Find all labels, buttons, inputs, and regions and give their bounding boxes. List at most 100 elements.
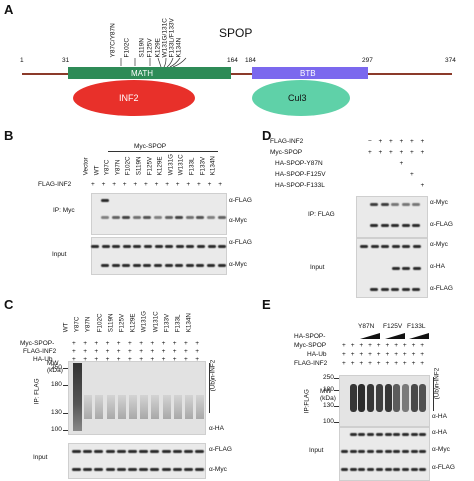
input-myc-band xyxy=(195,468,205,471)
position-184: 184 xyxy=(245,57,256,64)
input-myc-band xyxy=(83,468,93,471)
plus-sign: + xyxy=(389,149,393,156)
input-ha-band xyxy=(349,433,357,436)
c-ab-flag: α-FLAG xyxy=(209,446,232,453)
input-flag-band xyxy=(380,288,389,291)
plus-sign: + xyxy=(359,342,364,349)
plus-sign: + xyxy=(410,138,414,145)
ub-smear xyxy=(410,384,418,412)
ip-myc-band xyxy=(370,203,378,206)
ub-smear xyxy=(95,395,104,419)
input-ha-band xyxy=(410,433,418,436)
row-label: Myc-SPOP xyxy=(270,149,303,156)
plus-sign: + xyxy=(186,181,191,188)
protein-name: SPOP xyxy=(219,26,253,40)
b-ip-blot xyxy=(91,193,227,235)
input-myc-band xyxy=(381,245,389,248)
input-flag-band xyxy=(175,245,184,248)
lane-label: Y87C xyxy=(103,159,111,176)
ub-smear xyxy=(140,395,149,419)
e-ab-flag: α-FLAG xyxy=(432,464,455,471)
plus-sign-flag: + xyxy=(116,348,121,355)
flag-inf2-label: FLAG-INF2 xyxy=(38,181,72,188)
input-myc-band xyxy=(410,450,418,453)
mw-tick xyxy=(334,422,339,423)
plus-sign: + xyxy=(410,149,414,156)
c-input-label: Input xyxy=(33,454,48,461)
plus-sign: + xyxy=(350,351,355,358)
input-ha-band xyxy=(384,433,392,436)
plus-sign: + xyxy=(91,181,95,188)
plus-sign: + xyxy=(154,181,159,188)
d-input-label: Input xyxy=(310,264,325,271)
plus-sign-ub: + xyxy=(184,356,188,363)
plus-sign: + xyxy=(350,360,355,367)
mw-mark: 180 xyxy=(323,386,334,393)
lane-label: W131C xyxy=(152,311,160,333)
plus-sign-ub: + xyxy=(72,356,76,363)
ub-smear xyxy=(117,395,126,419)
input-ha-band xyxy=(391,267,400,270)
c-ip-label: IP: FLAG xyxy=(33,378,41,405)
row-label: HA-SPOP-Y87N xyxy=(275,160,323,167)
plus-sign-ub: + xyxy=(150,356,155,363)
position-297: 297 xyxy=(362,57,373,64)
mw-tick xyxy=(334,406,339,407)
e-ab-ha-2: α-HA xyxy=(432,429,447,436)
ub-smear xyxy=(173,395,182,419)
plus-sign: + xyxy=(399,160,404,167)
plus-sign: + xyxy=(368,342,372,349)
panel-b-letter: B xyxy=(4,128,14,143)
input-myc-band xyxy=(122,264,131,267)
plus-sign-myc: + xyxy=(105,340,110,347)
plus-sign: + xyxy=(112,181,116,188)
input-myc-band xyxy=(367,450,375,453)
input-flag-band xyxy=(393,468,401,471)
ub-smear xyxy=(162,395,171,419)
input-myc-band xyxy=(164,264,173,267)
d-ab-ha: α-HA xyxy=(430,263,445,270)
input-flag-band xyxy=(122,245,131,248)
ip-myc-band xyxy=(207,216,215,219)
plus-sign: + xyxy=(207,181,212,188)
btb-domain xyxy=(252,67,368,79)
ip-myc-band xyxy=(132,216,141,219)
plus-sign: + xyxy=(342,360,346,367)
mutant-group-label: Y87N xyxy=(358,323,375,330)
input-myc-band xyxy=(143,264,152,267)
plus-sign: + xyxy=(197,181,201,188)
plus-sign: + xyxy=(368,351,372,358)
ip-myc-band xyxy=(143,216,152,219)
input-flag-band xyxy=(161,450,171,453)
row-label: HA-SPOP- xyxy=(294,333,326,340)
ip-myc-band xyxy=(380,203,389,206)
row-label: FLAG-INF2 xyxy=(294,360,328,367)
mutation-leader-lines xyxy=(120,57,187,68)
position-164: 164 xyxy=(227,57,238,64)
lane-label: WT xyxy=(93,165,101,176)
input-myc-band xyxy=(72,468,81,471)
plus-sign: + xyxy=(376,360,381,367)
plus-sign-ub: + xyxy=(195,356,199,363)
plus-sign: + xyxy=(411,342,416,349)
input-flag-band xyxy=(358,468,366,471)
lane-label: Y87C xyxy=(73,316,81,333)
plus-sign-myc: + xyxy=(116,340,121,347)
input-flag-band xyxy=(94,450,104,453)
mw-mark: 100 xyxy=(323,418,334,425)
plus-sign: + xyxy=(368,360,372,367)
plus-sign: + xyxy=(122,181,127,188)
lane-label: F133V xyxy=(199,156,207,176)
backbone-line xyxy=(22,73,452,75)
input-myc-band xyxy=(161,468,171,471)
mutant-group-label: F125V xyxy=(383,323,403,330)
plus-sign-ub: + xyxy=(116,356,121,363)
input-myc-band xyxy=(175,264,184,267)
header-underline xyxy=(108,151,218,152)
ub-smear xyxy=(129,395,137,419)
input-myc-band xyxy=(132,264,141,267)
ub-smear xyxy=(393,384,401,412)
input-flag-band xyxy=(419,468,427,471)
plus-sign: + xyxy=(101,181,106,188)
input-myc-band xyxy=(128,468,137,471)
